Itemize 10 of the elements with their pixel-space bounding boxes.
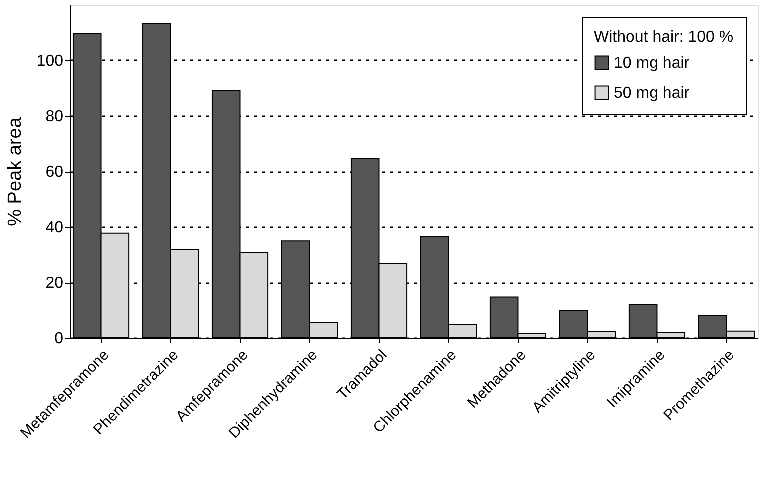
y-tick-label: 60 bbox=[46, 164, 64, 181]
y-tick-label: 20 bbox=[46, 275, 64, 292]
y-tick-label: 80 bbox=[46, 108, 64, 126]
legend-label: 10 mg hair bbox=[614, 55, 690, 72]
legend-title: Without hair: 100 % bbox=[594, 29, 734, 46]
y-tick-label: 100 bbox=[36, 53, 64, 70]
legend-label: 50 mg hair bbox=[614, 85, 690, 102]
y-axis-title: % Peak area bbox=[4, 117, 26, 226]
y-tick-label: 0 bbox=[54, 330, 64, 348]
y-tick-label: 40 bbox=[46, 220, 64, 236]
